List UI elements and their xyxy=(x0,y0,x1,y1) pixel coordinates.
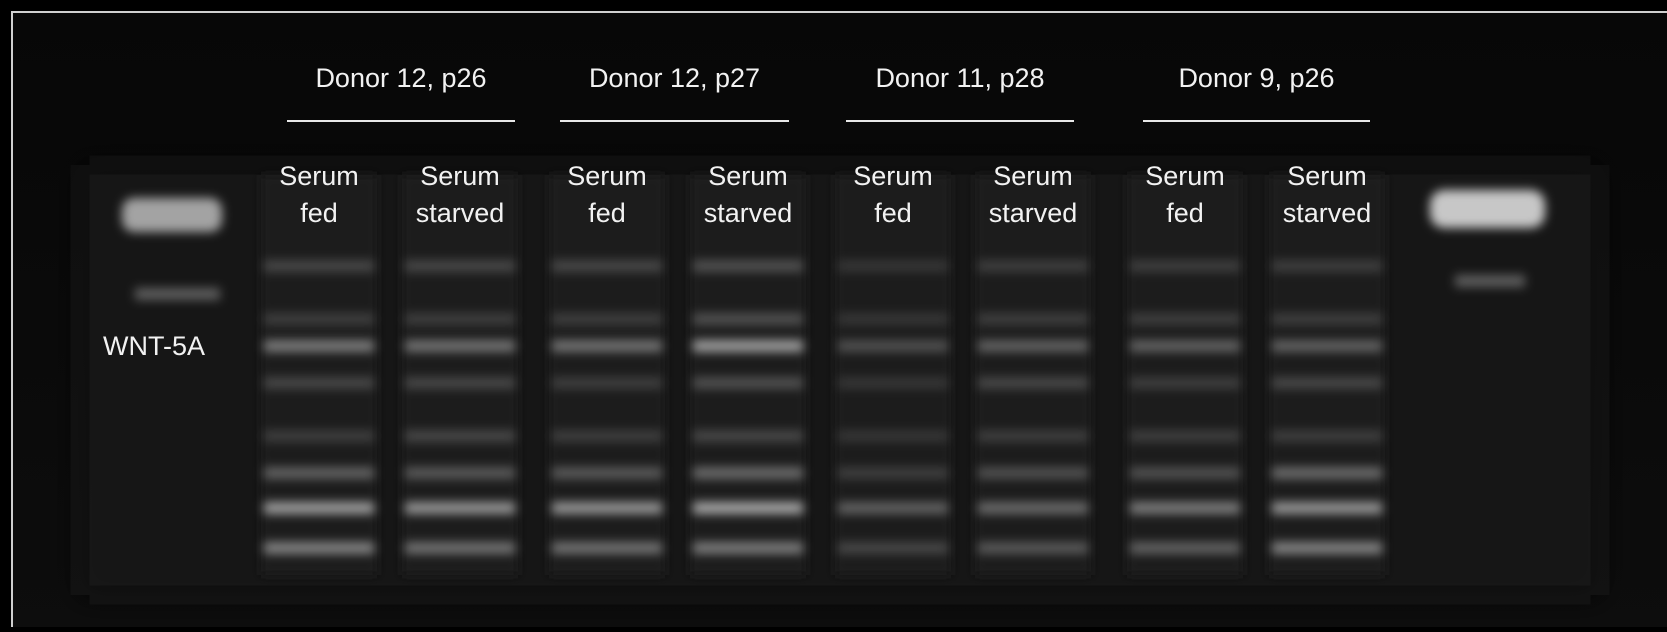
band xyxy=(552,340,662,352)
band xyxy=(693,502,803,514)
lane-label: Serum xyxy=(567,161,647,191)
band xyxy=(264,502,374,514)
group-title: Donor 9, p26 xyxy=(1178,63,1334,93)
band xyxy=(552,502,662,514)
lane-label: Serum xyxy=(420,161,500,191)
band xyxy=(693,467,803,479)
band xyxy=(1272,542,1382,554)
band xyxy=(693,377,803,389)
band xyxy=(838,377,948,389)
marker-band xyxy=(1430,190,1545,228)
band xyxy=(405,377,515,389)
lane xyxy=(690,175,806,575)
band xyxy=(693,260,803,272)
band xyxy=(838,260,948,272)
lane-label: Serum xyxy=(708,161,788,191)
band xyxy=(264,340,374,352)
band xyxy=(1130,502,1240,514)
marker-band xyxy=(1455,275,1525,287)
marker-label: WNT-5A xyxy=(103,331,205,361)
marker-band xyxy=(135,288,220,300)
band xyxy=(264,377,374,389)
lane xyxy=(261,175,377,575)
band xyxy=(978,430,1088,442)
band xyxy=(1272,260,1382,272)
band xyxy=(552,313,662,325)
band xyxy=(405,340,515,352)
lane-label: Serum xyxy=(1287,161,1367,191)
lane xyxy=(975,175,1091,575)
band xyxy=(838,542,948,554)
band xyxy=(693,542,803,554)
lane-label: fed xyxy=(300,198,338,228)
band xyxy=(1130,467,1240,479)
band xyxy=(838,467,948,479)
band xyxy=(1130,377,1240,389)
band xyxy=(978,377,1088,389)
band xyxy=(693,340,803,352)
band xyxy=(978,313,1088,325)
lane-label: Serum xyxy=(993,161,1073,191)
band xyxy=(552,467,662,479)
lane-label: Serum xyxy=(279,161,359,191)
band xyxy=(978,542,1088,554)
band xyxy=(1272,467,1382,479)
lane-label: fed xyxy=(588,198,626,228)
band xyxy=(264,430,374,442)
lane xyxy=(1269,175,1385,575)
band xyxy=(1130,260,1240,272)
gel-figure: WNT-5A Donor 12, p26 Serum fed Serum starved… xyxy=(0,0,1667,627)
band xyxy=(1272,502,1382,514)
lane xyxy=(402,175,518,575)
band xyxy=(1272,377,1382,389)
band xyxy=(264,260,374,272)
band xyxy=(693,430,803,442)
band xyxy=(1272,340,1382,352)
group-title: Donor 12, p26 xyxy=(315,63,486,93)
band xyxy=(405,542,515,554)
band xyxy=(838,502,948,514)
band xyxy=(978,340,1088,352)
lane-label: starved xyxy=(989,198,1078,228)
band xyxy=(693,313,803,325)
band xyxy=(405,260,515,272)
band xyxy=(838,313,948,325)
lane-label: starved xyxy=(1283,198,1372,228)
group-title: Donor 11, p28 xyxy=(875,63,1044,93)
band xyxy=(1130,313,1240,325)
band xyxy=(1272,313,1382,325)
band xyxy=(1272,430,1382,442)
band xyxy=(405,467,515,479)
lane-label: fed xyxy=(1166,198,1204,228)
marker-band xyxy=(122,198,222,232)
lane xyxy=(1127,175,1243,575)
lane-label: Serum xyxy=(1145,161,1225,191)
lane-label: starved xyxy=(704,198,793,228)
band xyxy=(405,502,515,514)
band xyxy=(838,430,948,442)
band xyxy=(838,340,948,352)
band xyxy=(405,313,515,325)
band xyxy=(552,430,662,442)
band xyxy=(552,542,662,554)
band xyxy=(1130,430,1240,442)
lane-label: starved xyxy=(416,198,505,228)
band xyxy=(264,313,374,325)
band xyxy=(978,467,1088,479)
band xyxy=(1130,340,1240,352)
band xyxy=(552,377,662,389)
band xyxy=(1130,542,1240,554)
group-title: Donor 12, p27 xyxy=(589,63,760,93)
lane-label: fed xyxy=(874,198,912,228)
band xyxy=(264,542,374,554)
band xyxy=(978,502,1088,514)
band xyxy=(264,467,374,479)
lane xyxy=(549,175,665,575)
band xyxy=(978,260,1088,272)
lane xyxy=(835,175,951,575)
lane-label: Serum xyxy=(853,161,933,191)
band xyxy=(552,260,662,272)
band xyxy=(405,430,515,442)
